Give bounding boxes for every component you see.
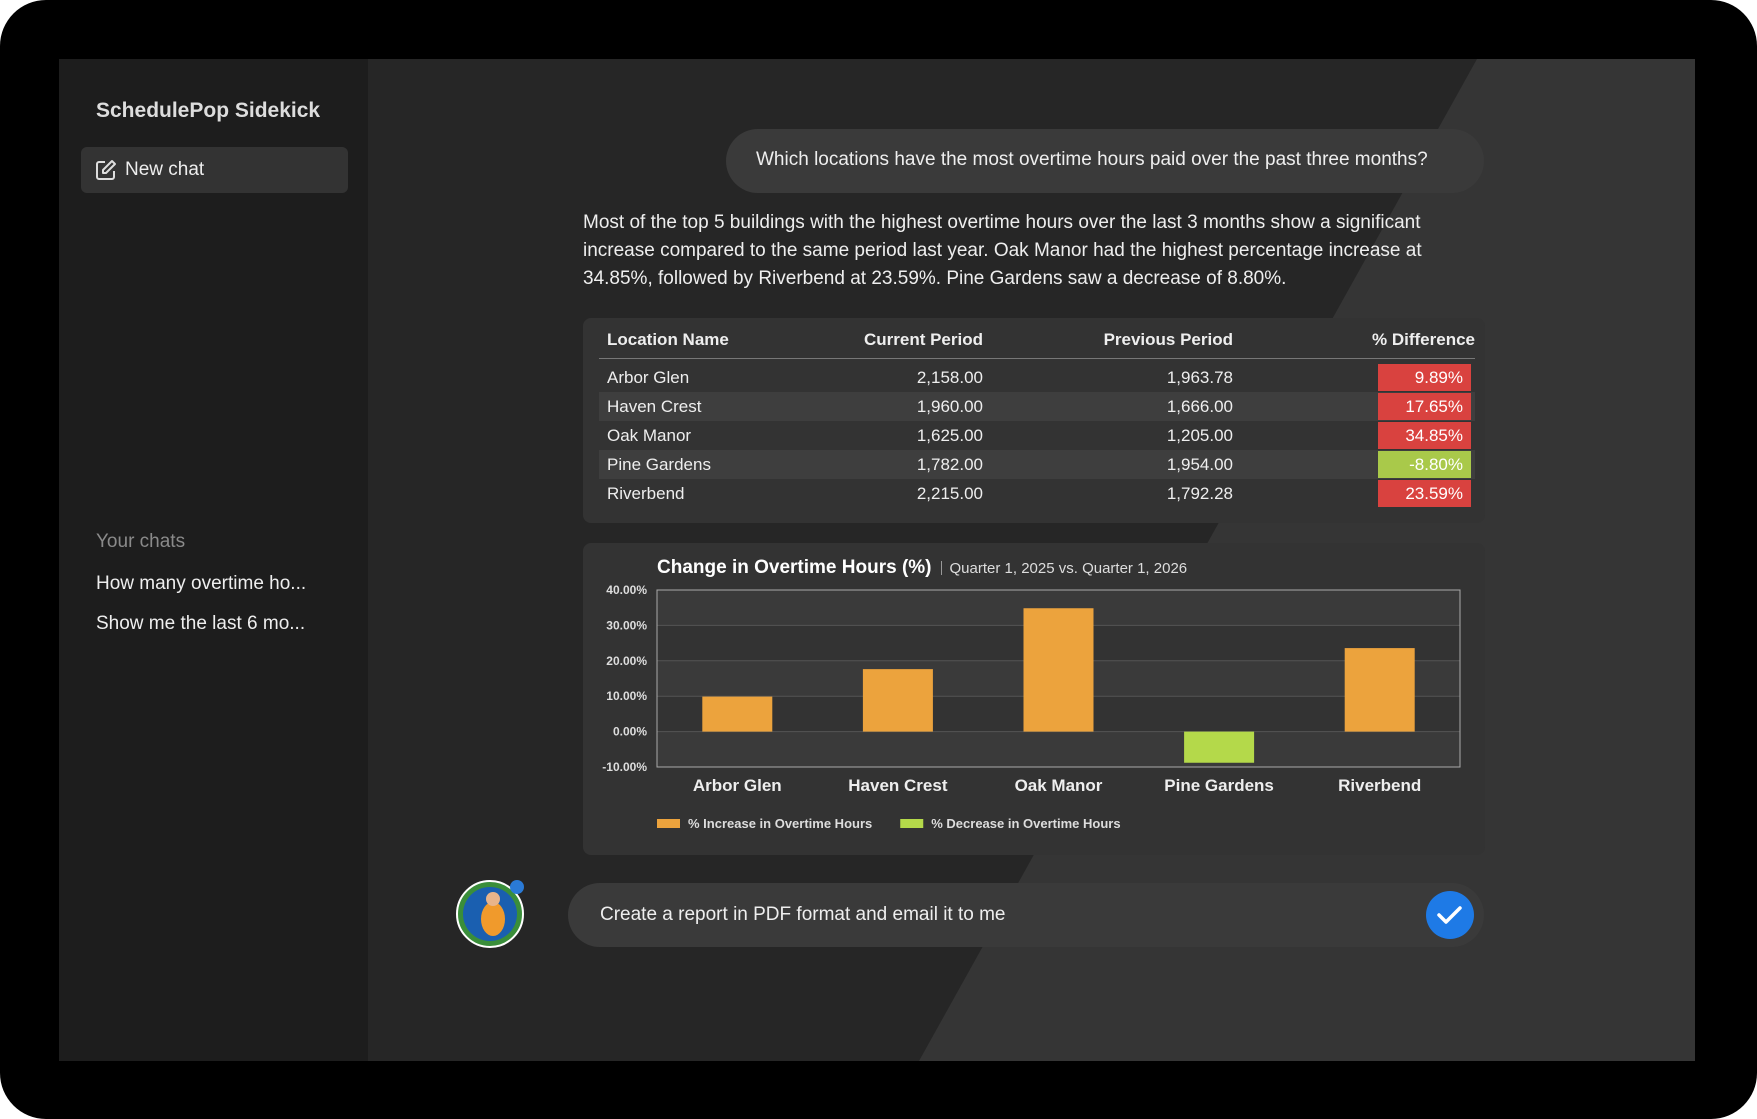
- cell-text: 1,782.00: [916, 455, 983, 474]
- x-tick-label: Riverbend: [1338, 776, 1421, 795]
- bar: [1184, 731, 1255, 763]
- avatar-image: [456, 880, 524, 948]
- x-tick-label: Arbor Glen: [693, 776, 782, 795]
- cell-text: 1,625.00: [916, 426, 983, 445]
- difference-badge: 34.85%: [1378, 422, 1471, 449]
- cell-text: 1,963.78: [1166, 368, 1233, 387]
- cell-text: 1,960.00: [916, 397, 983, 416]
- user-message: Which locations have the most overtime h…: [726, 129, 1484, 193]
- input-text: Create a report in PDF format and email …: [600, 904, 1006, 925]
- cell-text: Haven Crest: [607, 397, 702, 416]
- chart: Change in Overtime Hours (%) Quarter 1, 2…: [602, 557, 1461, 831]
- row-stripe: [599, 392, 1475, 421]
- cell-text: Oak Manor: [607, 426, 692, 445]
- y-tick-label: 30.00%: [606, 618, 647, 632]
- cell-text: 1,666.00: [1166, 397, 1233, 416]
- cell-text: 23.59%: [1405, 484, 1463, 503]
- cell-text: 9.89%: [1414, 368, 1463, 387]
- x-tick-label: Pine Gardens: [1164, 776, 1274, 795]
- chart-subtitle: Quarter 1, 2025 vs. Quarter 1, 2026: [950, 560, 1188, 577]
- header-rule: [599, 358, 1475, 359]
- bar: [702, 696, 773, 732]
- y-tick-label: -10.00%: [602, 760, 647, 774]
- section-label: Your chats: [96, 531, 186, 552]
- cell-text: Riverbend: [607, 484, 685, 503]
- bar: [1023, 608, 1094, 732]
- app-title: SchedulePop Sidekick: [96, 99, 321, 122]
- difference-badge: 9.89%: [1378, 364, 1471, 391]
- cell-text: 2,158.00: [916, 368, 983, 387]
- new-chat-button[interactable]: New chat: [81, 147, 348, 193]
- send-button[interactable]: [1425, 890, 1475, 940]
- x-tick-label: Oak Manor: [1015, 776, 1103, 795]
- difference-badge: 23.59%: [1378, 480, 1471, 507]
- y-tick-label: 20.00%: [606, 654, 647, 668]
- cell-text: Arbor Glen: [607, 368, 690, 387]
- edit-icon: [96, 160, 116, 180]
- cell-text: 1,792.28: [1166, 484, 1233, 503]
- chat-input[interactable]: Create a report in PDF format and email …: [568, 883, 1484, 947]
- answer-text: Most of the top 5 buildings with the hig…: [583, 212, 1422, 289]
- screen: SchedulePop Sidekick New chat Your chats…: [59, 59, 1695, 1061]
- x-tick-label: Haven Crest: [848, 776, 948, 795]
- cell-text: 1,954.00: [1166, 455, 1233, 474]
- column-header: % Difference: [1372, 330, 1475, 349]
- chat-item[interactable]: Show me the last 6 mo...: [96, 613, 306, 634]
- cell-text: Pine Gardens: [607, 455, 711, 474]
- chat-item[interactable]: How many overtime ho...: [96, 573, 307, 594]
- legend-label: % Increase in Overtime Hours: [688, 816, 872, 831]
- cell-text: 2,215.00: [916, 484, 983, 503]
- column-header: Location Name: [607, 330, 729, 349]
- chart-title: Change in Overtime Hours (%): [657, 557, 932, 578]
- bar: [1344, 648, 1415, 732]
- bar: [862, 669, 933, 732]
- new-chat-label: New chat: [125, 159, 205, 180]
- difference-badge: -8.80%: [1378, 451, 1471, 478]
- legend-swatch: [657, 819, 680, 828]
- user-message-text: Which locations have the most overtime h…: [756, 149, 1428, 170]
- chart-panel: Change in Overtime Hours (%) Quarter 1, 2…: [583, 543, 1485, 855]
- column-header: Current Period: [863, 330, 983, 349]
- cell-text: 1,205.00: [1166, 426, 1233, 445]
- y-tick-label: 40.00%: [606, 583, 647, 597]
- cell-text: -8.80%: [1409, 455, 1463, 474]
- y-tick-label: 10.00%: [606, 689, 647, 703]
- y-tick-label: 0.00%: [613, 725, 647, 739]
- legend-label: % Decrease in Overtime Hours: [931, 816, 1120, 831]
- grid-band: [657, 731, 1460, 767]
- plot-border: [656, 589, 1461, 768]
- cell-text: 34.85%: [1405, 426, 1463, 445]
- row-stripe: [599, 450, 1475, 479]
- data-table: Location Name Current Period Previous Peri…: [583, 318, 1485, 523]
- avatar: [455, 879, 525, 949]
- cell-text: 17.65%: [1405, 397, 1463, 416]
- column-header: Previous Period: [1103, 330, 1233, 349]
- legend-swatch: [900, 819, 924, 828]
- difference-badge: 17.65%: [1378, 393, 1471, 420]
- sidebar: SchedulePop Sidekick New chat Your chats…: [59, 59, 368, 1061]
